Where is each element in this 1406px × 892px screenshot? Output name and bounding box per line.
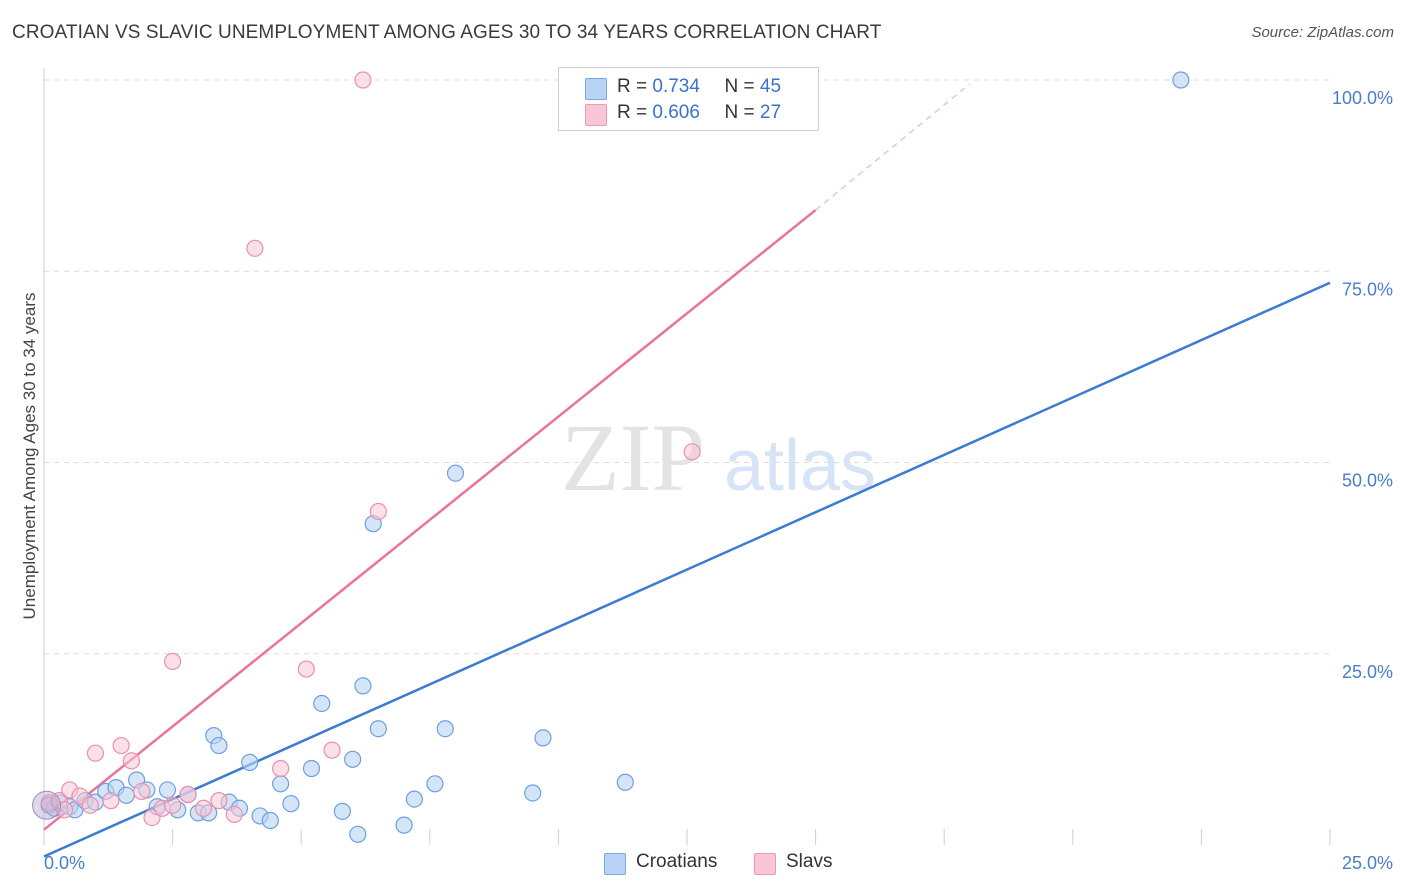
point-slavs: [112, 736, 130, 755]
point-slavs: [179, 785, 197, 804]
point-croatians: [333, 802, 351, 820]
trend-lines: [43, 83, 1331, 858]
point-croatians: [354, 677, 372, 695]
legend-n-value-slavs: 27: [759, 102, 782, 123]
point-croatians: [210, 736, 228, 755]
point-slavs: [81, 796, 99, 814]
point-slavs: [272, 759, 290, 778]
chart-title: CROATIAN VS SLAVIC UNEMPLOYMENT AMONG AG…: [12, 22, 882, 43]
y-tick-label: 100.0%: [1332, 88, 1393, 108]
legend: R = 0.734 N = 45 R = 0.606 N = 27: [558, 67, 819, 131]
legend-n-value-croatians: 45: [759, 76, 782, 97]
point-croatians: [117, 786, 135, 804]
legend-swatch-croatians: [585, 78, 607, 100]
point-croatians: [369, 720, 387, 738]
watermark-zip: ZIP: [561, 404, 705, 511]
point-croatians: [349, 825, 367, 843]
point-croatians: [1172, 71, 1190, 89]
point-slavs: [164, 796, 182, 814]
point-slavs: [133, 782, 151, 801]
legend-r-value-slavs: 0.606: [652, 102, 700, 123]
point-croatians: [534, 729, 552, 747]
point-croatians: [616, 773, 634, 791]
point-croatians: [524, 784, 542, 802]
point-slavs: [354, 71, 372, 89]
x-tick-label-min: 0.0%: [44, 853, 85, 873]
legend-swatch-slavs: [585, 104, 607, 126]
y-tick-label: 75.0%: [1342, 279, 1393, 299]
point-slavs: [122, 752, 141, 770]
watermark-atlas: atlas: [724, 426, 876, 506]
legend-n-label: N =: [724, 76, 755, 97]
point-croatians: [282, 795, 300, 813]
x-tick-label-max: 25.0%: [1342, 853, 1393, 873]
data-points: [32, 71, 1190, 843]
point-croatians: [395, 816, 413, 834]
trend-line-croatians: [43, 281, 1331, 858]
point-croatians: [405, 790, 423, 808]
y-tick-label: 50.0%: [1342, 471, 1393, 491]
point-croatians: [158, 781, 177, 799]
point-croatians: [446, 464, 465, 482]
chart-source: Source: ZipAtlas.com: [1251, 24, 1394, 41]
legend-r-label: R =: [617, 102, 648, 123]
point-slavs: [246, 239, 264, 257]
point-slavs: [210, 792, 228, 810]
tick-labels: 25.0% 50.0% 75.0% 100.0% 0.0% 25.0%: [44, 88, 1393, 873]
point-slavs: [323, 741, 341, 759]
point-slavs: [86, 744, 105, 762]
point-croatians: [272, 775, 290, 793]
point-slavs: [297, 660, 315, 678]
point-croatians: [313, 694, 331, 713]
trend-line-slavs: [43, 209, 817, 831]
point-croatians: [344, 750, 362, 768]
point-slavs: [369, 502, 387, 521]
y-tick-label: 25.0%: [1342, 662, 1393, 682]
point-croatians: [436, 720, 454, 738]
legend-r-label: R =: [617, 76, 648, 97]
point-croatians: [302, 759, 321, 778]
point-slavs: [164, 652, 182, 671]
point-cluster-origin: [32, 790, 62, 820]
axes: [43, 68, 1331, 845]
point-slavs: [194, 799, 213, 817]
legend-r-value-croatians: 0.734: [652, 76, 700, 97]
bottom-legend-label-slavs: Slavs: [786, 851, 833, 872]
gridlines: [44, 79, 1330, 655]
point-croatians: [241, 753, 259, 771]
point-slavs: [225, 805, 243, 824]
point-slavs: [683, 443, 701, 461]
bottom-legend-swatch-croatians: [604, 853, 626, 875]
bottom-legend-swatch-slavs: [754, 853, 776, 875]
bottom-legend-label-croatians: Croatians: [636, 851, 718, 872]
point-croatians: [426, 775, 444, 793]
point-croatians: [261, 811, 279, 830]
trend-line-slavs-extension: [815, 83, 971, 211]
watermark: ZIP atlas: [561, 404, 876, 511]
point-slavs: [102, 792, 120, 810]
legend-n-label: N =: [724, 102, 755, 123]
